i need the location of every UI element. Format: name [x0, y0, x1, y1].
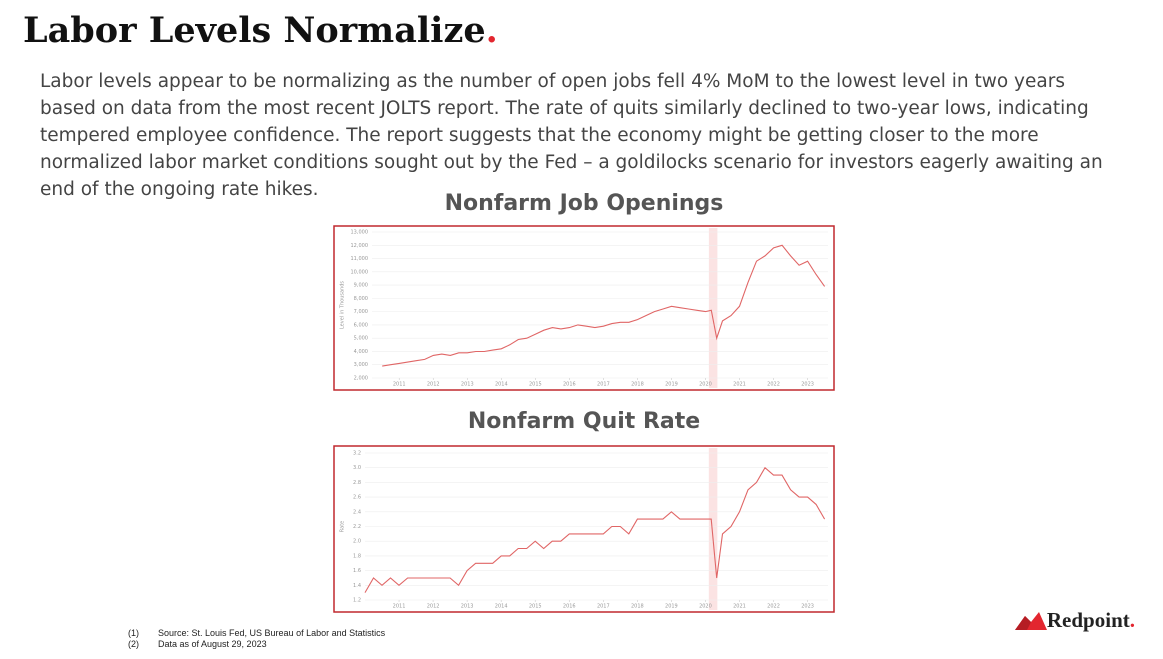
y-tick-label: 5,000: [354, 336, 368, 342]
x-tick-label: 2013: [461, 382, 474, 388]
y-tick-label: 12,000: [351, 243, 369, 249]
y-tick-label: 2.6: [353, 495, 361, 501]
slide-title: Labor Levels Normalize.: [23, 10, 498, 51]
logo-icon: [1014, 612, 1047, 630]
x-tick-label: 2012: [427, 382, 440, 388]
y-tick-label: 2.0: [353, 539, 361, 545]
x-tick-label: 2017: [597, 604, 610, 610]
footnote-text: Source: St. Louis Fed, US Bureau of Labo…: [158, 628, 386, 638]
y-tick-label: 9,000: [354, 283, 368, 289]
y-axis-label: Level in Thousands: [340, 281, 346, 329]
y-tick-label: 13,000: [351, 230, 369, 236]
y-tick-label: 1.2: [353, 598, 361, 604]
y-tick-label: 7,000: [354, 309, 368, 315]
y-tick-label: 1.4: [353, 583, 361, 589]
chart-title: Nonfarm Job Openings: [444, 191, 724, 216]
chart-frame: [333, 445, 835, 613]
x-tick-label: 2019: [665, 604, 678, 610]
y-tick-label: 11,000: [351, 256, 369, 262]
x-tick-label: 2016: [563, 382, 576, 388]
x-tick-label: 2012: [427, 604, 440, 610]
y-tick-label: 8,000: [354, 296, 368, 302]
y-tick-label: 4,000: [354, 349, 368, 355]
y-tick-label: 2.8: [353, 480, 361, 486]
x-tick-label: 2021: [733, 382, 746, 388]
footnote-number: (2): [128, 639, 139, 649]
title-dot: .: [485, 10, 498, 51]
x-tick-label: 2013: [461, 604, 474, 610]
x-tick-label: 2020: [699, 382, 712, 388]
x-tick-label: 2022: [767, 604, 780, 610]
x-tick-label: 2018: [631, 382, 644, 388]
footnote-text: Data as of August 29, 2023: [158, 639, 267, 649]
y-tick-label: 1.8: [353, 553, 361, 559]
shaded-span: [708, 448, 718, 610]
x-tick-label: 2015: [529, 382, 542, 388]
footnote: (1) Source: St. Louis Fed, US Bureau of L…: [128, 628, 385, 638]
y-tick-label: 6,000: [354, 322, 368, 328]
x-tick-label: 2016: [563, 604, 576, 610]
logo-text: Redpoint: [1046, 608, 1130, 632]
title-text: Labor Levels Normalize: [23, 10, 486, 51]
logo: Redpoint.: [1014, 608, 1135, 633]
x-tick-label: 2011: [393, 382, 406, 388]
data-line: [382, 244, 826, 367]
x-tick-label: 2022: [767, 382, 780, 388]
footnote: (2) Data as of August 29, 2023: [128, 639, 267, 649]
y-tick-label: 3,000: [354, 362, 368, 368]
x-tick-label: 2023: [801, 382, 814, 388]
y-tick-label: 3.2: [353, 451, 361, 457]
x-tick-label: 2019: [665, 382, 678, 388]
y-tick-label: 1.6: [353, 568, 361, 574]
chart-frame: [333, 225, 835, 391]
x-tick-label: 2014: [495, 382, 508, 388]
x-tick-label: 2020: [699, 604, 712, 610]
x-tick-label: 2017: [597, 382, 610, 388]
y-tick-label: 2.2: [353, 524, 361, 530]
y-tick-label: 3.0: [353, 465, 361, 471]
x-tick-label: 2018: [631, 604, 644, 610]
y-tick-label: 2.4: [353, 509, 361, 515]
x-tick-label: 2015: [529, 604, 542, 610]
body-text: Labor levels appear to be normalizing as…: [40, 71, 1103, 200]
y-tick-label: 10,000: [351, 269, 369, 275]
footnote-number: (1): [128, 628, 139, 638]
y-tick-label: 2,000: [354, 376, 368, 382]
logo-dot: .: [1129, 608, 1135, 632]
chart-title: Nonfarm Quit Rate: [467, 409, 701, 434]
data-line: [364, 466, 826, 593]
shaded-span: [708, 228, 718, 388]
x-tick-label: 2014: [495, 604, 508, 610]
x-tick-label: 2011: [393, 604, 406, 610]
x-tick-label: 2023: [801, 604, 814, 610]
x-tick-label: 2021: [733, 604, 746, 610]
y-axis-label: Rate: [340, 521, 346, 532]
